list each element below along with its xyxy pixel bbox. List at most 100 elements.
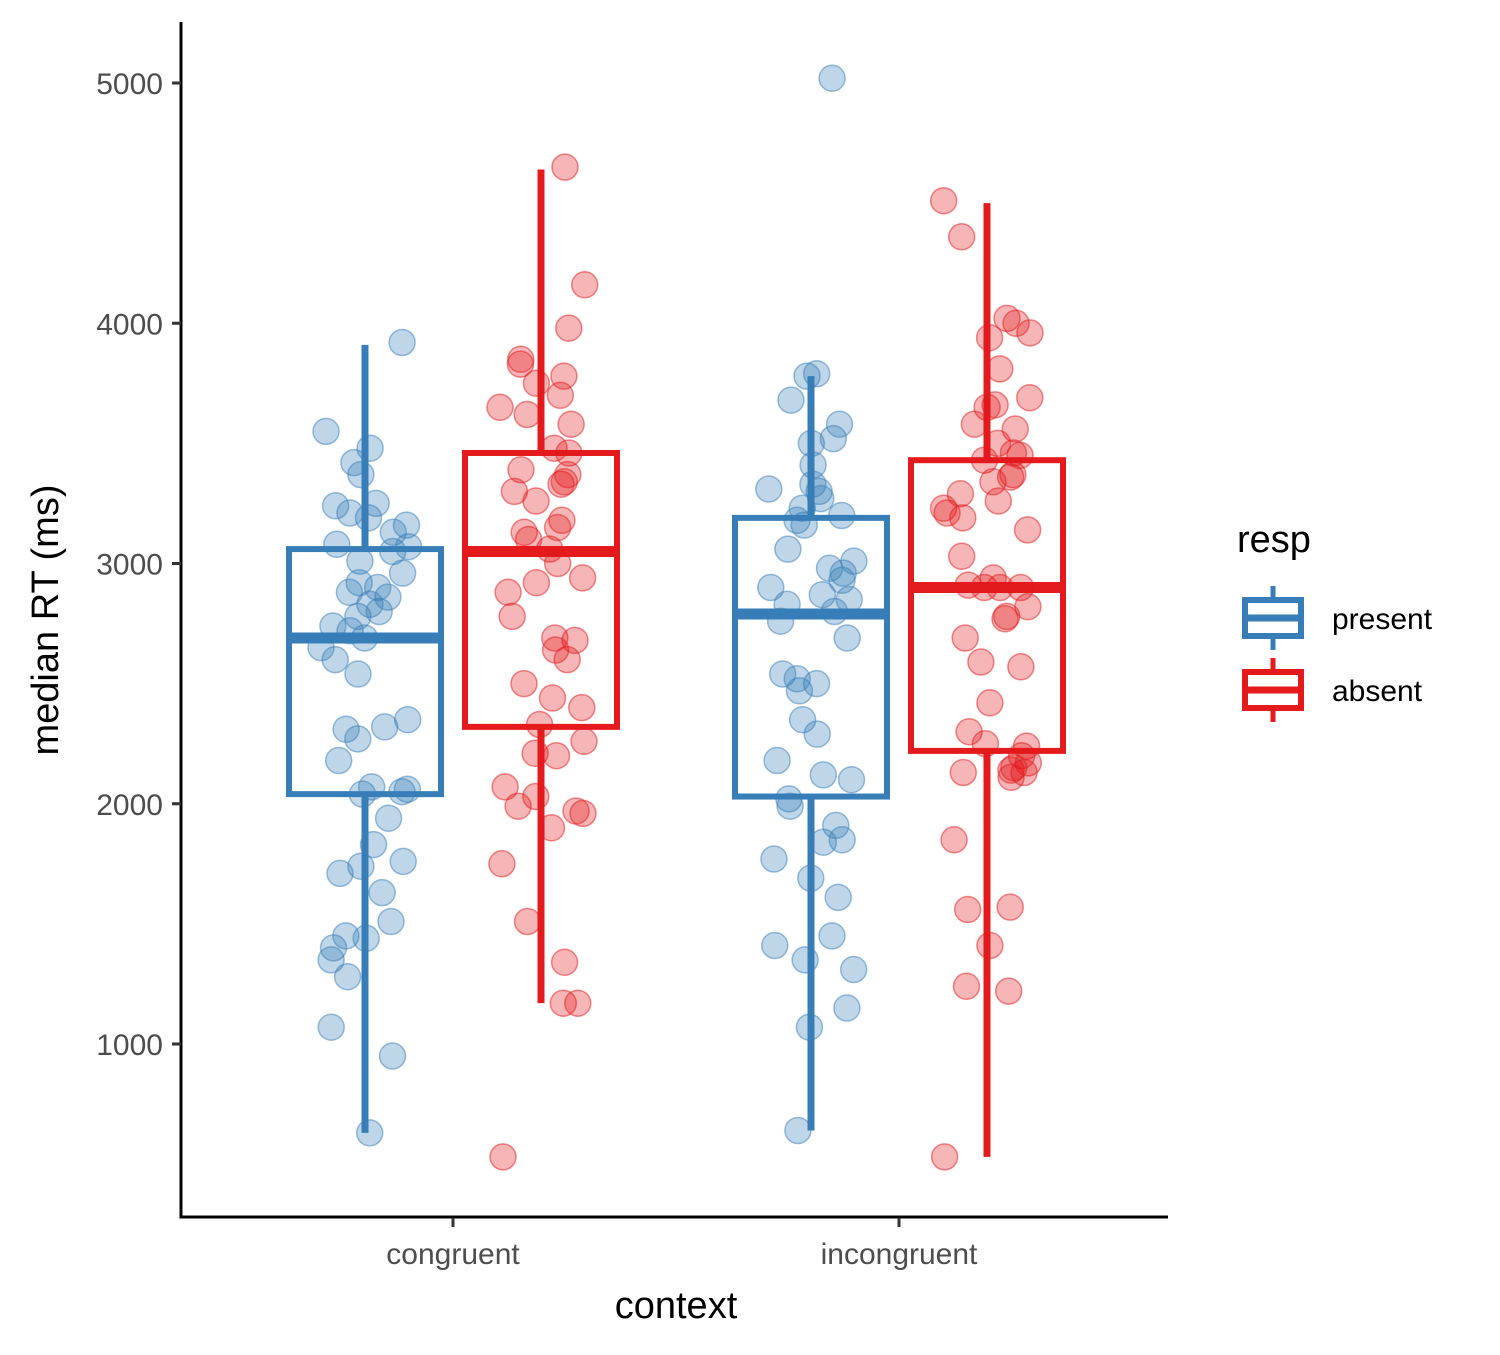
data-point	[763, 746, 791, 775]
data-point	[344, 725, 372, 753]
data-point	[785, 677, 814, 705]
data-point	[368, 878, 396, 907]
y-tick-label: 3000	[96, 549, 163, 582]
data-point	[757, 573, 785, 602]
box-absent-congruent	[462, 449, 620, 730]
data-point	[548, 506, 576, 535]
data-point	[510, 518, 538, 547]
data-point	[507, 456, 535, 484]
data-point	[546, 381, 575, 410]
data-point	[513, 400, 541, 429]
data-point	[319, 934, 348, 962]
data-point	[319, 612, 347, 640]
data-point	[933, 499, 961, 527]
data-point	[997, 763, 1025, 792]
data-point	[522, 369, 551, 398]
data-point	[537, 814, 566, 842]
data-point	[388, 559, 417, 587]
data-point	[394, 532, 423, 561]
data-point	[388, 777, 416, 806]
data-point	[953, 895, 982, 924]
data-point	[389, 847, 417, 876]
data-point	[803, 720, 831, 748]
data-point	[976, 689, 1004, 717]
data-point	[949, 504, 977, 532]
data-point	[379, 518, 408, 547]
legend-item-absent: absent	[1242, 658, 1423, 722]
legend-item-present: present	[1242, 586, 1433, 650]
series-present	[286, 64, 890, 1147]
data-point	[755, 475, 783, 503]
data-point	[362, 489, 390, 518]
data-point	[541, 624, 569, 652]
data-point	[827, 501, 856, 530]
data-point	[797, 864, 825, 892]
data-point	[350, 624, 379, 652]
data-point	[793, 362, 821, 390]
y-tick-label: 1000	[96, 1029, 163, 1062]
data-point	[543, 549, 572, 578]
data-point	[820, 597, 849, 626]
axes: 1000 2000 3000 4000 5000 congruent incongruent	[96, 22, 1168, 1271]
data-point	[307, 633, 335, 662]
data-point	[818, 922, 846, 950]
data-point	[522, 782, 550, 811]
data-point	[374, 804, 403, 832]
data-point	[986, 355, 1014, 383]
data-point	[525, 710, 554, 739]
data-point	[809, 828, 838, 856]
data-point	[799, 451, 827, 479]
legend-title: resp	[1237, 519, 1311, 561]
data-point	[335, 578, 364, 607]
data-point	[993, 304, 1021, 333]
y-axis-title: median RT (ms)	[25, 485, 67, 756]
data-point	[1016, 383, 1044, 412]
data-point	[568, 693, 596, 722]
data-point	[839, 955, 868, 984]
y-tick-label: 5000	[96, 68, 163, 101]
data-point	[760, 845, 788, 873]
data-point	[784, 1116, 812, 1145]
data-point	[324, 746, 353, 775]
data-point	[336, 617, 364, 645]
data-point	[824, 883, 852, 912]
data-point	[370, 713, 399, 741]
data-point	[321, 645, 349, 674]
data-point	[550, 948, 579, 977]
legend: resp present absent	[1237, 519, 1433, 722]
x-tick-label: congruent	[386, 1238, 520, 1271]
data-point	[513, 907, 542, 936]
data-point	[568, 564, 597, 592]
x-axis-title: context	[615, 1285, 738, 1327]
data-point	[971, 729, 1000, 758]
data-point	[952, 972, 981, 1001]
data-point	[949, 758, 978, 787]
data-point	[549, 989, 578, 1017]
box-absent-incongruent	[908, 457, 1066, 754]
data-point	[947, 542, 976, 571]
data-point	[960, 410, 989, 438]
data-point	[506, 350, 535, 378]
data-point	[542, 741, 571, 770]
data-point	[802, 669, 831, 698]
data-point	[547, 470, 575, 498]
data-point	[522, 568, 551, 597]
data-point	[930, 1143, 959, 1171]
data-point	[359, 830, 388, 859]
data-point	[538, 684, 567, 712]
data-point	[994, 977, 1023, 1005]
data-point	[377, 907, 405, 936]
data-point	[555, 314, 583, 342]
data-point	[773, 590, 801, 619]
data-point	[374, 583, 402, 611]
data-point	[783, 506, 811, 535]
y-tick-label: 2000	[96, 789, 163, 822]
data-point	[570, 271, 599, 299]
data-point	[819, 424, 848, 453]
data-point	[346, 547, 374, 575]
data-point	[791, 946, 819, 974]
data-point	[521, 739, 549, 768]
data-point	[355, 1119, 384, 1147]
